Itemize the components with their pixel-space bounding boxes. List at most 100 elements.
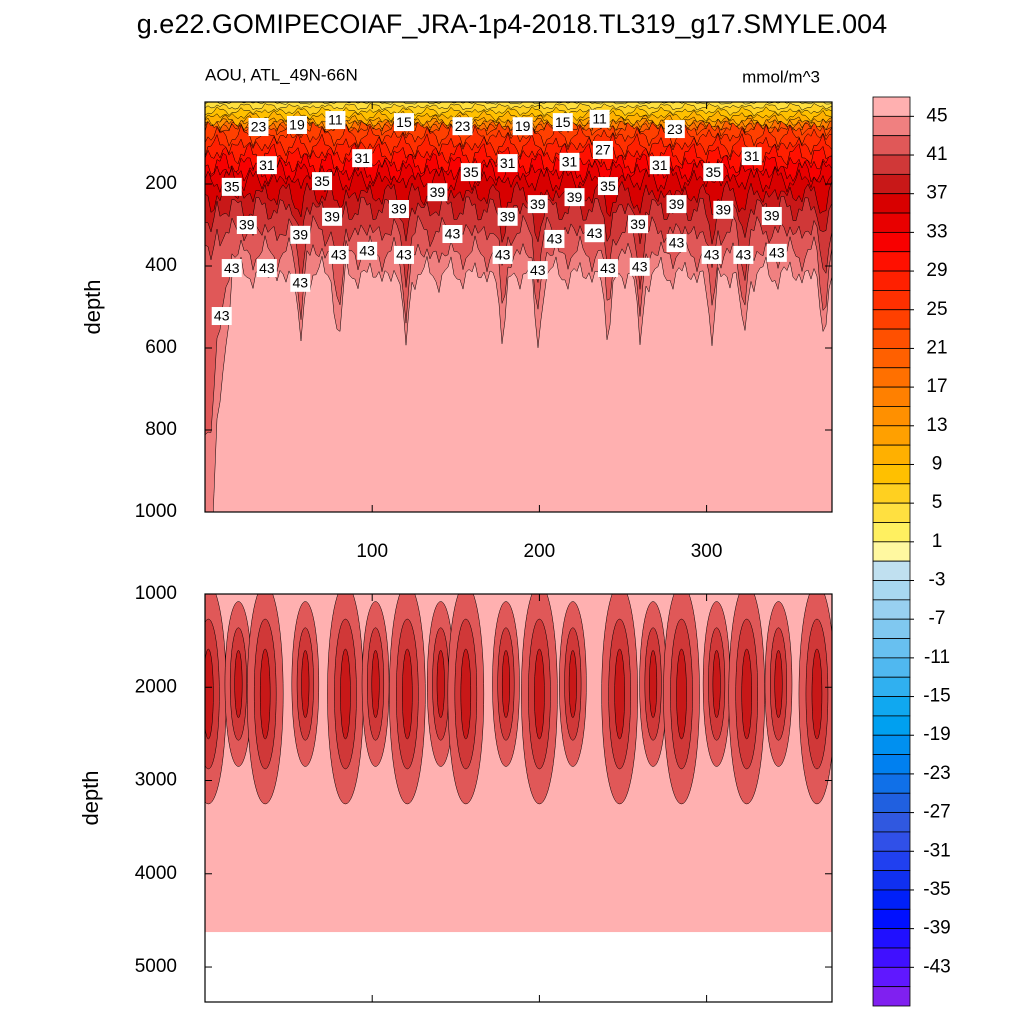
contour-blob [741,648,752,740]
colorbar-box [872,734,911,755]
y-axis-label: depth [78,770,103,825]
colorbar-label: 25 [926,299,947,320]
contour-label: 11 [328,112,343,128]
colorbar-box [872,599,911,620]
contour-label-box [442,225,463,244]
contour-label: 43 [359,243,375,259]
contour-label: 19 [515,118,531,134]
contour-label-box [322,207,343,226]
contour-label-box [733,245,754,264]
contour-label: 43 [259,260,275,276]
contour-label-box [741,147,762,166]
contour-label: 27 [595,142,611,158]
colorbar-box [872,270,911,291]
y-tick-label: 200 [145,173,177,194]
contour-label: 43 [600,260,616,276]
colorbar-label: -11 [924,647,950,668]
contour-label-box [352,149,373,168]
contour-label: 31 [500,155,516,171]
colorbar-box [872,812,911,833]
contour-label: 43 [495,247,511,263]
contour-blob [340,648,351,740]
y-tick-label: 3000 [135,770,177,791]
contour-band [205,102,832,105]
contour-label-box [597,177,618,196]
colorbar-box [872,309,911,330]
contour-label: 39 [391,201,407,217]
contour-label: 35 [224,179,240,195]
contour-label-box [256,259,277,278]
colorbar-label: -27 [923,802,950,823]
contour-label-box [393,113,414,132]
contour-label-box [312,172,333,191]
y-tick-label: 4000 [135,863,177,884]
contour-blob [259,648,271,740]
contour-label: 39 [500,209,516,225]
colorbar-box [872,522,911,543]
colorbar-box [872,251,911,272]
contour-label-box [552,113,573,132]
colorbar-box [872,870,911,891]
contour-label: 43 [445,226,461,242]
contour-label: 43 [224,260,240,276]
contour-label: 23 [455,118,471,134]
colorbar-box [872,231,911,253]
colorbar-box [872,328,911,349]
contour-label-box [256,156,277,175]
contour-label-box [629,257,650,276]
colorbar-box [872,618,911,639]
contour-label-box [221,259,242,278]
contour-label: 35 [463,164,479,180]
colorbar-box [872,425,911,446]
contour-label-box [766,243,787,262]
colorbar-box [872,193,911,214]
contour-label-box [628,215,649,234]
contour-label-box [460,163,481,182]
colorbar-box [872,96,911,117]
contour-label: 31 [744,148,760,164]
contour-blob [811,648,823,740]
colorbar-label: -35 [923,879,950,900]
contour-label-box [497,154,518,173]
contour-label-box [589,109,610,128]
contour-label-box [584,224,605,243]
colorbar-box [872,406,911,427]
contour-label: 11 [592,111,607,127]
contour-label: 31 [259,157,275,173]
contour-blob [371,650,380,718]
colorbar-label: 37 [926,183,947,204]
colorbar-label: 17 [926,376,947,397]
x-tick-label: 100 [356,541,388,562]
contour-blob [234,650,243,718]
contour-blob [301,650,310,718]
contour-label: 15 [555,114,571,130]
contour-label: 43 [214,308,230,324]
colorbar-label: 21 [926,337,947,358]
subtitle-left: AOU, ATL_49N-66N [205,65,358,84]
contour-label-box [564,188,585,207]
colorbar-label: -7 [929,608,946,629]
colorbar-box [872,483,911,504]
colorbar-box [872,348,911,369]
contour-blob [501,650,510,718]
colorbar-label: -19 [923,724,950,745]
contour-label-box [290,273,311,292]
colorbar-box [872,715,911,736]
contour-label-box [527,195,548,214]
contour-label: 43 [293,275,309,291]
contour-blob [205,648,214,740]
contour-label-box [559,152,580,171]
colorbar-label: 9 [932,453,943,474]
contour-label: 43 [769,245,785,261]
contour-label: 39 [567,189,583,205]
colorbar-box [872,754,911,775]
contour-label: 15 [396,114,412,130]
contour-label: 39 [530,196,546,212]
plot-frame [204,101,833,513]
colorbar-label: -3 [929,570,946,591]
contour-label-box [649,156,670,175]
colorbar-label: -39 [923,918,950,939]
colorbar-box [872,154,911,175]
contour-label-box [701,245,722,264]
colorbar-box [872,928,911,949]
